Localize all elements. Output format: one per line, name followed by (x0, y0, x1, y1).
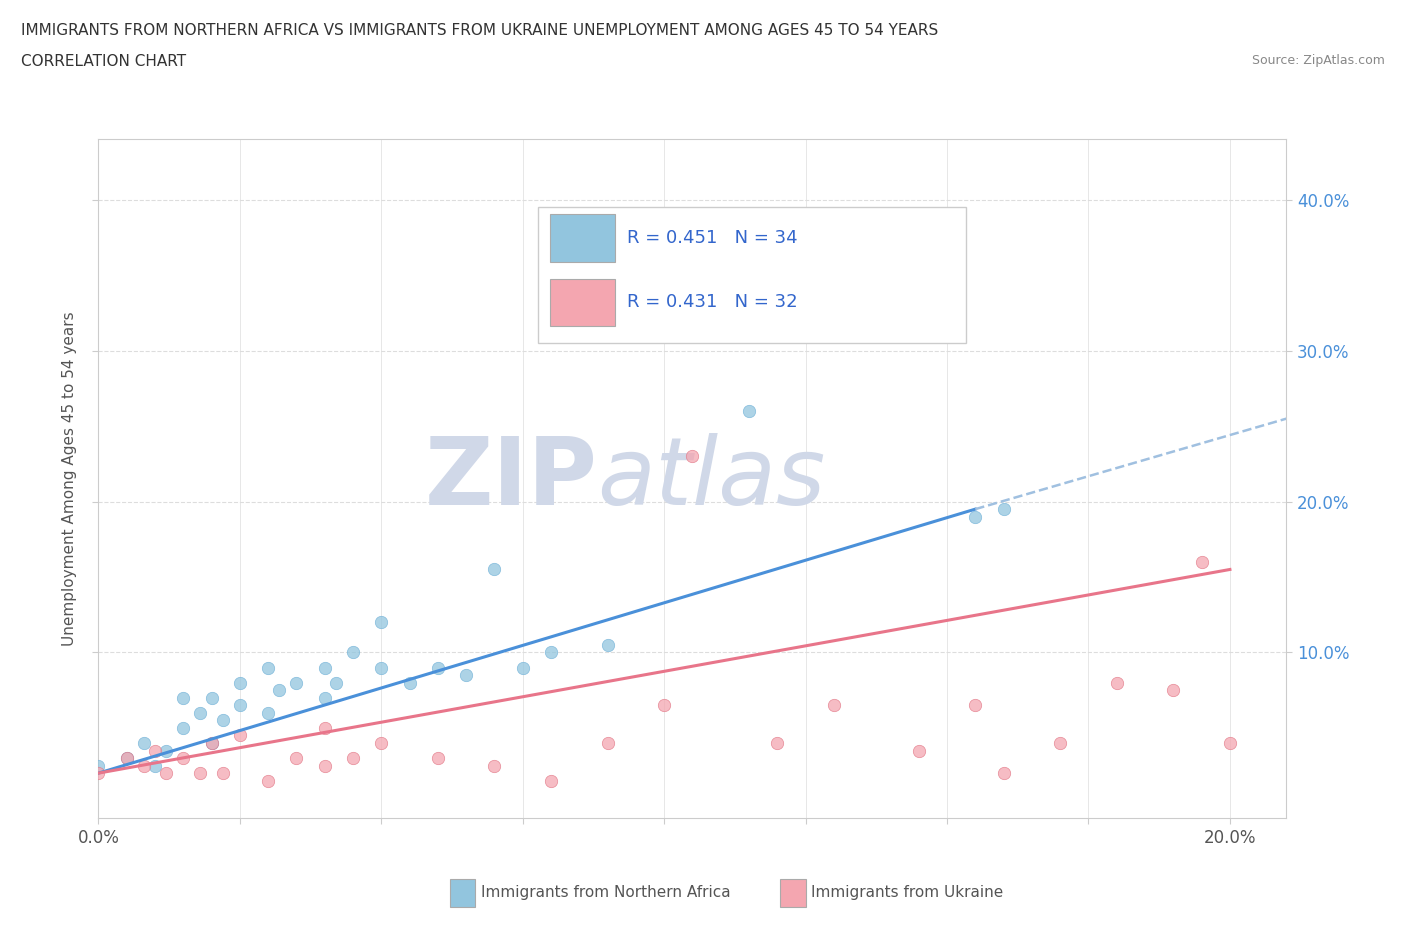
Text: atlas: atlas (598, 433, 825, 525)
Point (426, 660, 449, 675)
Point (115, 751, 138, 765)
Point (325, 675, 347, 690)
Point (993, 501, 1015, 516)
Text: ZIP: ZIP (425, 433, 598, 525)
Point (314, 660, 336, 675)
Point (212, 713, 235, 728)
Point (229, 728, 252, 743)
Point (456, 668, 478, 683)
Point (115, 751, 138, 765)
Text: Immigrants from Northern Africa: Immigrants from Northern Africa (481, 885, 731, 900)
Point (342, 751, 364, 765)
Point (370, 736, 392, 751)
Point (285, 751, 308, 765)
Point (484, 758, 506, 773)
Point (229, 698, 252, 712)
Point (907, 743, 929, 758)
Point (132, 758, 155, 773)
Point (143, 743, 166, 758)
Point (87, 758, 110, 773)
Point (965, 510, 987, 525)
Point (426, 751, 449, 765)
Point (269, 683, 291, 698)
Point (314, 721, 336, 736)
Text: Immigrants from Ukraine: Immigrants from Ukraine (811, 885, 1004, 900)
Point (965, 698, 987, 712)
Point (212, 765, 235, 780)
Point (188, 765, 211, 780)
Text: R = 0.431   N = 32: R = 0.431 N = 32 (627, 294, 797, 312)
Point (512, 660, 534, 675)
Point (172, 690, 194, 705)
Point (285, 675, 308, 690)
Point (172, 721, 194, 736)
Point (257, 660, 280, 675)
FancyBboxPatch shape (550, 214, 616, 261)
Point (257, 773, 280, 788)
Point (200, 736, 222, 751)
Point (1191, 554, 1213, 569)
Point (257, 705, 280, 720)
Point (87, 765, 110, 780)
Point (596, 736, 619, 751)
Point (370, 615, 392, 630)
Y-axis label: Unemployment Among Ages 45 to 54 years: Unemployment Among Ages 45 to 54 years (62, 312, 77, 646)
Point (1105, 675, 1128, 690)
Point (188, 705, 211, 720)
Point (200, 736, 222, 751)
Point (652, 698, 675, 712)
FancyBboxPatch shape (550, 279, 616, 326)
Text: CORRELATION CHART: CORRELATION CHART (21, 54, 186, 69)
Text: Source: ZipAtlas.com: Source: ZipAtlas.com (1251, 54, 1385, 67)
Point (682, 449, 704, 464)
Point (540, 773, 562, 788)
Point (155, 743, 177, 758)
Point (314, 758, 336, 773)
FancyBboxPatch shape (538, 207, 966, 343)
Point (540, 645, 562, 660)
Point (1163, 683, 1185, 698)
Point (823, 698, 845, 712)
Point (1049, 736, 1071, 751)
Point (143, 758, 166, 773)
Text: IMMIGRANTS FROM NORTHERN AFRICA VS IMMIGRANTS FROM UKRAINE UNEMPLOYMENT AMONG AG: IMMIGRANTS FROM NORTHERN AFRICA VS IMMIG… (21, 23, 938, 38)
Point (155, 765, 177, 780)
Point (229, 675, 252, 690)
Point (132, 736, 155, 751)
Point (766, 736, 789, 751)
Point (200, 690, 222, 705)
Point (398, 675, 420, 690)
Point (738, 404, 761, 418)
Point (172, 751, 194, 765)
Point (993, 765, 1015, 780)
Point (652, 222, 675, 237)
Point (596, 637, 619, 652)
Text: R = 0.451   N = 34: R = 0.451 N = 34 (627, 229, 797, 247)
Point (370, 660, 392, 675)
Point (342, 645, 364, 660)
Point (1219, 736, 1241, 751)
Point (314, 690, 336, 705)
Point (484, 562, 506, 577)
